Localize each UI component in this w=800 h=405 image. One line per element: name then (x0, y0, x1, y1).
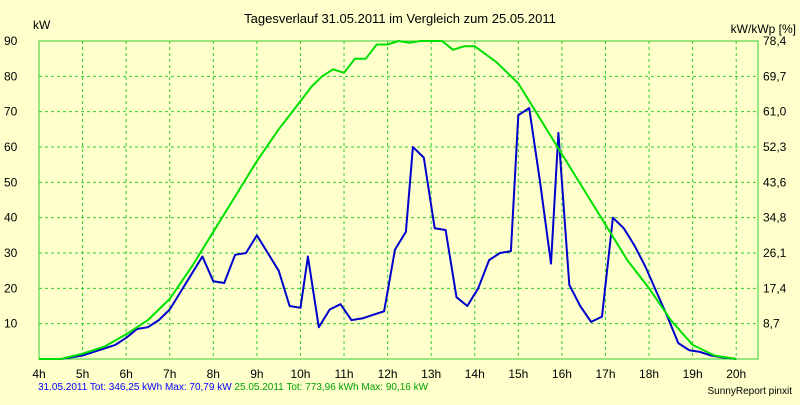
x-tick-label: 19h (683, 367, 703, 381)
y-tick-label-left: 50 (4, 175, 18, 189)
y-tick-label-right: 17,4 (763, 281, 787, 295)
y-tick-label-left: 90 (4, 34, 18, 48)
y-tick-label-right: 52,3 (763, 140, 787, 154)
series-line-2 (39, 40, 737, 360)
y-tick-label-right: 34,8 (763, 211, 787, 225)
y-tick-label-right: 78,4 (763, 34, 787, 48)
y-tick-label-left: 80 (4, 69, 18, 83)
x-tick-label: 5h (76, 367, 89, 381)
footer-series-2: 25.05.2011 Tot: 773,96 kWh Max: 90,16 kW (234, 382, 429, 393)
y-tick-label-right: 26,1 (763, 246, 787, 260)
y-tick-label-left: 70 (4, 105, 18, 119)
x-tick-label: 10h (290, 367, 310, 381)
x-tick-label: 9h (250, 367, 263, 381)
series-lines (39, 40, 737, 360)
x-tick-label: 6h (119, 367, 132, 381)
footer-summary: 31.05.2011 Tot: 346,25 kWh Max: 70,79 kW… (38, 382, 428, 393)
x-tick-label: 12h (378, 367, 398, 381)
tick-labels: 4h 5h 6h 7h 8h 9h 10h 11h 12h 13h 14h 15h 16h 17h 18h 1… (4, 34, 787, 381)
y-tick-label-left: 10 (4, 317, 18, 331)
x-tick-label: 15h (508, 367, 528, 381)
y-tick-label-left: 40 (4, 211, 18, 225)
left-axis-label: kW (33, 18, 51, 32)
x-tick-label: 11h (334, 367, 353, 381)
x-tick-label: 20h (726, 367, 746, 381)
x-tick-label: 4h (32, 367, 45, 381)
chart-title: Tagesverlauf 31.05.2011 im Vergleich zum… (244, 11, 556, 26)
x-tick-label: 8h (207, 367, 220, 381)
x-tick-label: 7h (163, 367, 176, 381)
y-tick-label-right: 8,7 (763, 317, 780, 331)
series-line-1 (39, 107, 737, 360)
x-tick-label: 14h (465, 367, 485, 381)
y-tick-label-left: 20 (4, 281, 18, 295)
x-tick-label: 16h (552, 367, 572, 381)
y-tick-label-right: 43,6 (763, 175, 787, 189)
grid (38, 40, 759, 360)
brand-label: SunnyReport pinxit (707, 386, 793, 397)
right-axis-label: kW/kWp [%] (731, 22, 796, 36)
footer-series-1: 31.05.2011 Tot: 346,25 kWh Max: 70,79 kW (38, 382, 232, 393)
y-tick-label-left: 60 (4, 140, 18, 154)
y-tick-label-right: 61,0 (763, 105, 787, 119)
x-tick-label: 17h (595, 367, 615, 381)
x-tick-label: 13h (421, 367, 441, 381)
plot-frame (38, 40, 759, 360)
y-tick-label-right: 69,7 (763, 69, 787, 83)
x-tick-label: 18h (639, 367, 659, 381)
y-tick-label-left: 30 (4, 246, 18, 260)
